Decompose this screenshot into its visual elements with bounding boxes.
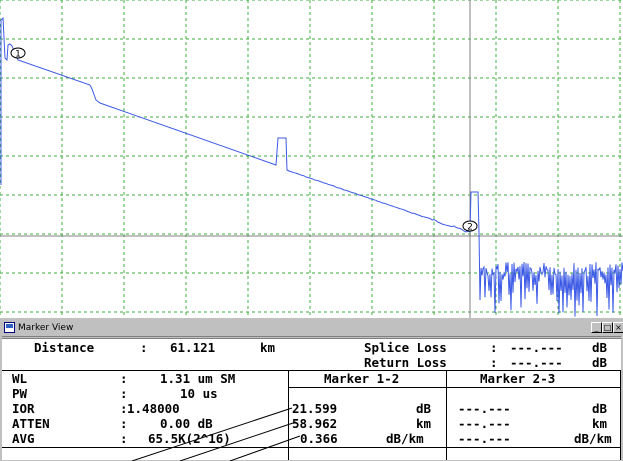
return-loss-value: ---.--- bbox=[510, 355, 563, 370]
param-sep-pw: : bbox=[120, 386, 128, 401]
table-right-rule bbox=[620, 370, 621, 460]
param-label-atten: ATTEN bbox=[12, 416, 50, 431]
return-loss-unit: dB bbox=[592, 355, 608, 370]
distance-value: 61.121 bbox=[170, 340, 216, 355]
splice-loss-value: ---.--- bbox=[510, 340, 563, 355]
marker-1-2-loss-value: 21.599 bbox=[292, 401, 338, 416]
marker-2[interactable]: 2 bbox=[462, 220, 478, 233]
marker-2-3-loss-value: ---.--- bbox=[458, 401, 511, 416]
distance-label: Distance bbox=[34, 340, 95, 355]
otdr-trace-plot[interactable]: 1 2 bbox=[0, 0, 623, 318]
param-label-wl: WL bbox=[12, 371, 28, 386]
marker-header-rule bbox=[288, 387, 621, 388]
marker-2-3-loss-unit: dB bbox=[592, 401, 608, 416]
param-label-avg: AVG bbox=[12, 431, 35, 446]
param-value-atten: 0.00 dB bbox=[160, 416, 213, 431]
marker-1-2-slope-value: 0.366 bbox=[300, 431, 338, 446]
param-sep-avg: : bbox=[120, 431, 128, 446]
window-title: Marker View bbox=[18, 323, 74, 333]
splice-loss-unit: dB bbox=[592, 340, 608, 355]
marker-1-2-header: Marker 1-2 bbox=[324, 371, 400, 386]
distance-unit: km bbox=[260, 340, 276, 355]
close-button[interactable]: × bbox=[613, 322, 623, 333]
param-value-ior: 1.48000 bbox=[127, 401, 180, 416]
marker-1[interactable]: 1 bbox=[10, 47, 26, 60]
marker-1-2-slope-unit: dB/km bbox=[386, 431, 424, 446]
marker-2-circle[interactable] bbox=[462, 220, 478, 232]
otdr-trace-panel[interactable]: 1 2 bbox=[0, 0, 623, 318]
otdr-trace-line bbox=[0, 16, 623, 317]
param-value-pw: 10 us bbox=[180, 386, 218, 401]
marker-2-3-slope-unit: dB/km bbox=[574, 431, 612, 446]
marker-1-label: 1 bbox=[15, 50, 21, 60]
splice-loss-label: Splice Loss bbox=[364, 340, 447, 355]
splice-loss-separator: : bbox=[490, 340, 498, 355]
marker-1-circle[interactable] bbox=[10, 47, 26, 59]
minimize-button[interactable]: _ bbox=[591, 322, 602, 333]
marker-2-3-header: Marker 2-3 bbox=[480, 371, 556, 386]
marker-2-label: 2 bbox=[467, 223, 473, 233]
param-sep-wl: : bbox=[120, 371, 128, 386]
param-label-ior: IOR bbox=[12, 401, 35, 416]
param-value-avg: 65.5K(2^16) bbox=[148, 431, 231, 446]
marker-view-window: Marker View _ □ × Distance : 61.121 km S… bbox=[0, 318, 623, 461]
marker-view-titlebar[interactable]: Marker View _ □ × bbox=[2, 320, 623, 337]
restore-button[interactable]: □ bbox=[602, 322, 613, 333]
marker-1-2-distance-unit: km bbox=[416, 416, 432, 431]
param-sep-atten: : bbox=[120, 416, 128, 431]
table-bottom-rule bbox=[2, 447, 621, 448]
distance-separator: : bbox=[140, 340, 148, 355]
param-sep-ior: : bbox=[120, 401, 128, 416]
marker-view-content: Distance : 61.121 km Splice Loss : ---.-… bbox=[2, 338, 621, 460]
param-label-pw: PW bbox=[12, 386, 28, 401]
column-divider-2 bbox=[446, 370, 447, 460]
return-loss-label: Return Loss bbox=[364, 355, 447, 370]
marker-2-3-distance-value: ---.--- bbox=[458, 416, 511, 431]
marker-2-3-distance-unit: km bbox=[592, 416, 608, 431]
app-window-icon bbox=[4, 322, 15, 333]
marker-1-2-loss-unit: dB bbox=[416, 401, 432, 416]
table-top-rule bbox=[2, 370, 621, 371]
return-loss-separator: : bbox=[490, 355, 498, 370]
trace-grid bbox=[0, 0, 623, 318]
marker-2-3-slope-value: ---.--- bbox=[458, 431, 511, 446]
marker-1-2-distance-value: 58.962 bbox=[292, 416, 338, 431]
param-value-wl: 1.31 um SM bbox=[160, 371, 236, 386]
